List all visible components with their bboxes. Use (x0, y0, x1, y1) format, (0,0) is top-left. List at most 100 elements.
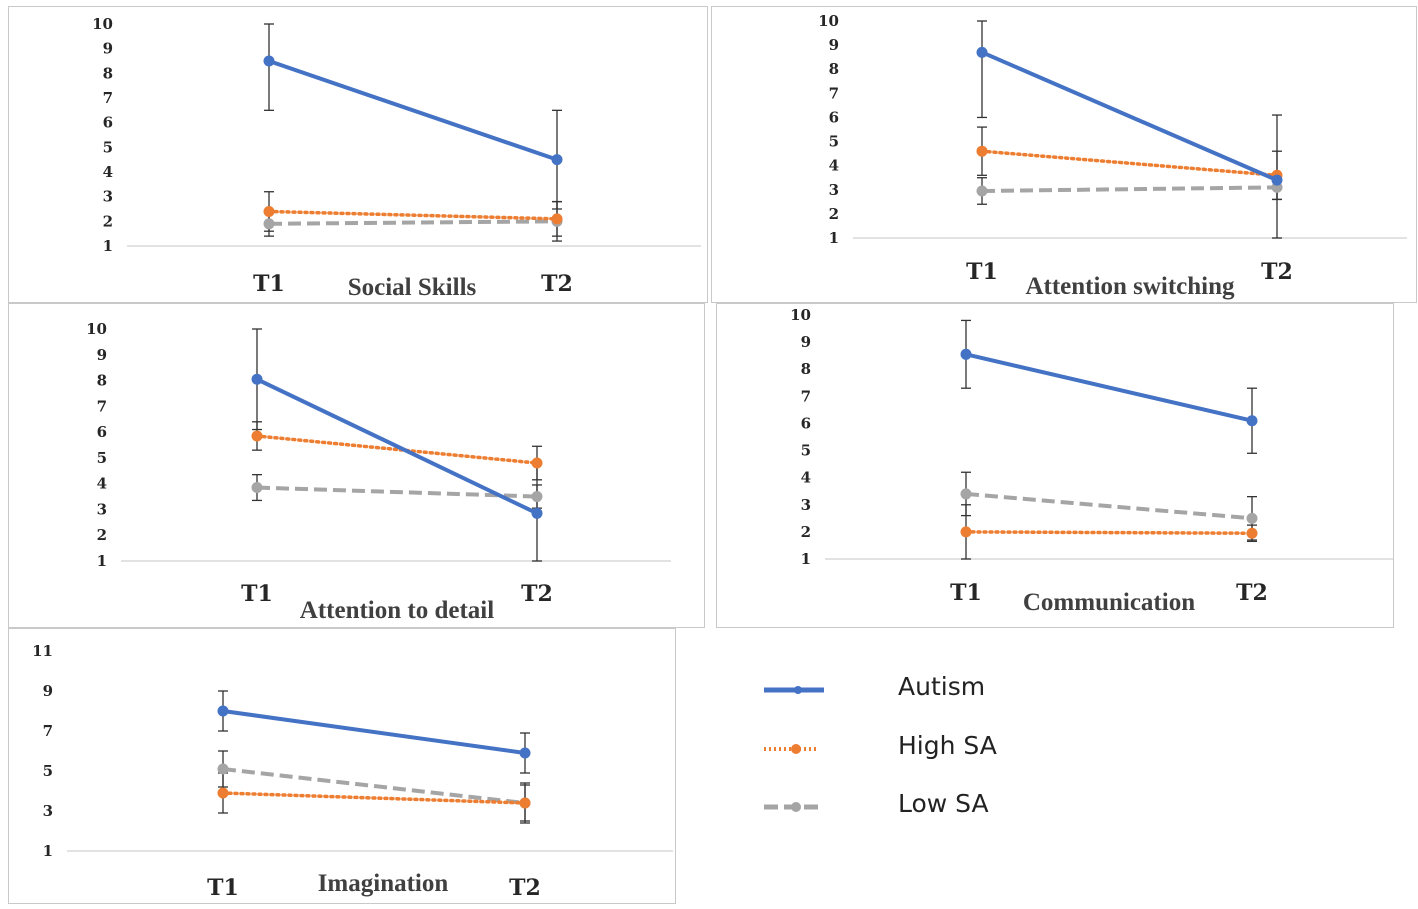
data-point-high-sa (217, 787, 229, 799)
series-line-high-sa (221, 791, 527, 805)
chart-svg: 1 2 3 4 5 6 7 8 9 10 T1 T2 Attention switching (818, 12, 1407, 300)
legend-swatch-high-sa (764, 744, 818, 754)
chart-imagination: 1 3 5 7 9 11 T1 T2 Imagination (8, 628, 676, 904)
data-point-high-sa (519, 797, 531, 809)
x-tick-label: T1 (241, 581, 273, 607)
legend-label-autism: Autism (898, 672, 986, 701)
data-point-high-sa (531, 457, 543, 469)
y-tick-label: 10 (790, 306, 811, 324)
x-tick-label: T1 (966, 259, 998, 285)
data-point-low-sa (531, 491, 543, 503)
y-tick-label: 3 (97, 500, 107, 518)
x-tick-label: T2 (1236, 580, 1268, 606)
y-tick-label: 6 (801, 414, 811, 432)
series-line-low-sa (256, 485, 538, 499)
y-tick-label: 8 (97, 372, 107, 390)
data-point-high-sa (251, 430, 263, 442)
legend-item-autism: Autism (752, 668, 1052, 708)
y-tick-label: 3 (103, 188, 113, 206)
x-tick-label: T2 (521, 581, 553, 607)
y-tick-label: 5 (43, 762, 53, 780)
series-line-low-sa (268, 219, 558, 226)
chart-svg: 1 3 5 7 9 11 T1 T2 Imagination (32, 642, 673, 901)
series-line-high-sa (255, 434, 539, 465)
y-tick-label: 7 (103, 89, 113, 107)
data-point-low-sa (960, 488, 972, 500)
y-tick-label: 1 (43, 842, 53, 860)
data-point-autism (551, 154, 563, 166)
data-point-low-sa (263, 218, 275, 230)
y-tick-label: 9 (43, 682, 53, 700)
y-tick-label: 6 (103, 114, 113, 132)
x-tick-label: T1 (253, 271, 285, 297)
data-point-high-sa (263, 205, 275, 217)
y-tick-label: 10 (86, 320, 107, 338)
chart-svg: 1 2 3 4 5 6 7 8 9 10 T1 T2 Communication (790, 306, 1393, 616)
y-tick-label: 2 (103, 212, 113, 230)
y-tick-label: 5 (801, 442, 811, 460)
y-tick-label: 6 (829, 108, 839, 126)
y-tick-label: 9 (97, 346, 107, 364)
y-tick-label: 4 (103, 163, 113, 181)
y-tick-label: 3 (829, 181, 839, 199)
series-line-autism (268, 59, 558, 162)
data-point-low-sa (217, 763, 229, 775)
x-tick-label: T1 (950, 580, 982, 606)
legend-swatch-low-sa (764, 802, 818, 812)
y-tick-label: 9 (801, 333, 811, 351)
y-tick-label: 1 (97, 552, 107, 570)
data-point-autism (976, 46, 988, 58)
chart-attention-to-detail: 1 2 3 4 5 6 7 8 9 10 T1 T2 Attention to detail (8, 303, 705, 628)
y-tick-label: 10 (818, 12, 839, 30)
data-point-autism (1246, 415, 1258, 427)
y-tick-label: 9 (103, 40, 113, 58)
y-tick-label: 7 (801, 387, 811, 405)
y-tick-label: 8 (103, 64, 113, 82)
legend: Autism High SA Low SA (752, 660, 1052, 830)
y-tick-label: 3 (801, 496, 811, 514)
legend-label-low-sa: Low SA (898, 789, 989, 818)
y-tick-label: 7 (97, 397, 107, 415)
data-point-low-sa (1246, 512, 1258, 524)
y-tick-label: 8 (829, 60, 839, 78)
y-tick-label: 10 (92, 15, 113, 33)
y-tick-label: 11 (32, 642, 53, 660)
chart-title: Imagination (318, 870, 449, 897)
chart-svg: 1 2 3 4 5 6 7 8 9 10 T1 T2 Attention to detail (86, 320, 671, 624)
series-line-high-sa (267, 209, 559, 221)
chart-title: Communication (1023, 589, 1195, 616)
error-bar-autism (977, 20, 987, 119)
y-tick-label: 1 (103, 237, 113, 255)
y-tick-label: 6 (97, 423, 107, 441)
chart-title: Attention to detail (300, 597, 494, 624)
y-tick-label: 7 (829, 84, 839, 102)
data-point-high-sa (960, 526, 972, 538)
y-tick-label: 2 (829, 205, 839, 223)
y-tick-label: 1 (801, 550, 811, 568)
legend-item-high-sa: High SA (752, 727, 1052, 767)
y-tick-label: 7 (43, 722, 53, 740)
data-point-autism (519, 747, 531, 759)
y-tick-label: 4 (801, 469, 811, 487)
x-tick-label: T2 (509, 875, 541, 901)
chart-attention-switching: 1 2 3 4 5 6 7 8 9 10 T1 T2 Attention switching (711, 6, 1417, 303)
x-tick-label: T2 (1261, 259, 1293, 285)
data-point-autism (960, 348, 972, 360)
series-line-autism (222, 709, 526, 755)
y-tick-label: 3 (43, 802, 53, 820)
x-tick-label: T1 (207, 875, 239, 901)
chart-social-skills: 1 2 3 4 5 6 7 8 9 10 T1 T2 Social Skills (8, 6, 708, 303)
y-tick-label: 2 (801, 523, 811, 541)
data-point-autism (531, 507, 543, 519)
series-line-low-sa (222, 767, 526, 805)
legend-label-high-sa: High SA (898, 731, 997, 760)
y-tick-label: 9 (829, 36, 839, 54)
y-tick-label: 5 (97, 449, 107, 467)
data-point-low-sa (976, 185, 988, 197)
y-tick-label: 5 (103, 138, 113, 156)
series-line-low-sa (981, 185, 1278, 193)
data-point-low-sa (251, 482, 263, 494)
legend-swatch-autism (764, 686, 824, 694)
y-tick-label: 8 (801, 360, 811, 378)
series-line-autism (256, 377, 538, 516)
